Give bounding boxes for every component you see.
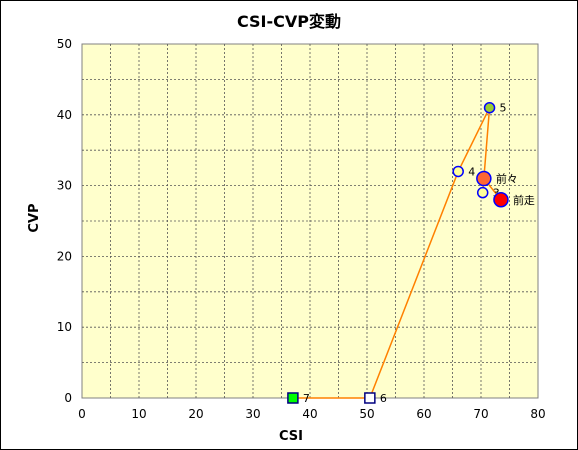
x-tick-label: 80 (530, 407, 545, 421)
x-tick-label: 30 (245, 407, 260, 421)
y-tick-label: 20 (57, 249, 72, 263)
x-tick-label: 20 (188, 407, 203, 421)
x-tick-label: 70 (473, 407, 488, 421)
chart-title: CSI-CVP変動 (237, 12, 341, 31)
x-tick-label: 40 (302, 407, 317, 421)
y-tick-label: 50 (57, 37, 72, 51)
point-label: 4 (468, 165, 475, 178)
point-marker (476, 170, 492, 187)
x-tick-label: 10 (131, 407, 146, 421)
x-tick-label: 60 (416, 407, 431, 421)
data-point: 前走 (493, 192, 535, 208)
data-point: 5 (483, 101, 507, 115)
tick-labels: 0 10 20 30 40 50 60 70 80 0 10 20 30 40 50 (57, 37, 546, 421)
point-label: 6 (380, 392, 387, 405)
x-tick-label: 0 (78, 407, 86, 421)
point-label: 前走 (513, 193, 535, 207)
y-axis-title: CVP (27, 203, 42, 232)
y-tick-label: 30 (57, 179, 72, 193)
x-axis-title: CSI (279, 429, 303, 444)
grid (82, 44, 538, 398)
point-marker (364, 392, 376, 404)
y-tick-label: 0 (64, 391, 72, 405)
data-point: 3 (476, 186, 500, 200)
point-label: 7 (303, 392, 310, 405)
point-marker (483, 101, 496, 114)
x-tick-label: 50 (359, 407, 374, 421)
y-tick-label: 40 (57, 108, 72, 122)
point-marker (493, 192, 509, 208)
point-label: 5 (500, 102, 507, 115)
point-marker (287, 392, 299, 404)
point-marker (476, 186, 489, 199)
data-point: 4 (452, 165, 475, 178)
data-point: 6 (364, 392, 387, 405)
point-label: 前々 (496, 172, 518, 186)
data-point: 7 (287, 392, 310, 405)
point-marker (452, 165, 464, 178)
data-point: 前々 (476, 170, 518, 187)
y-tick-label: 10 (57, 320, 72, 334)
point-label: 3 (493, 187, 500, 200)
